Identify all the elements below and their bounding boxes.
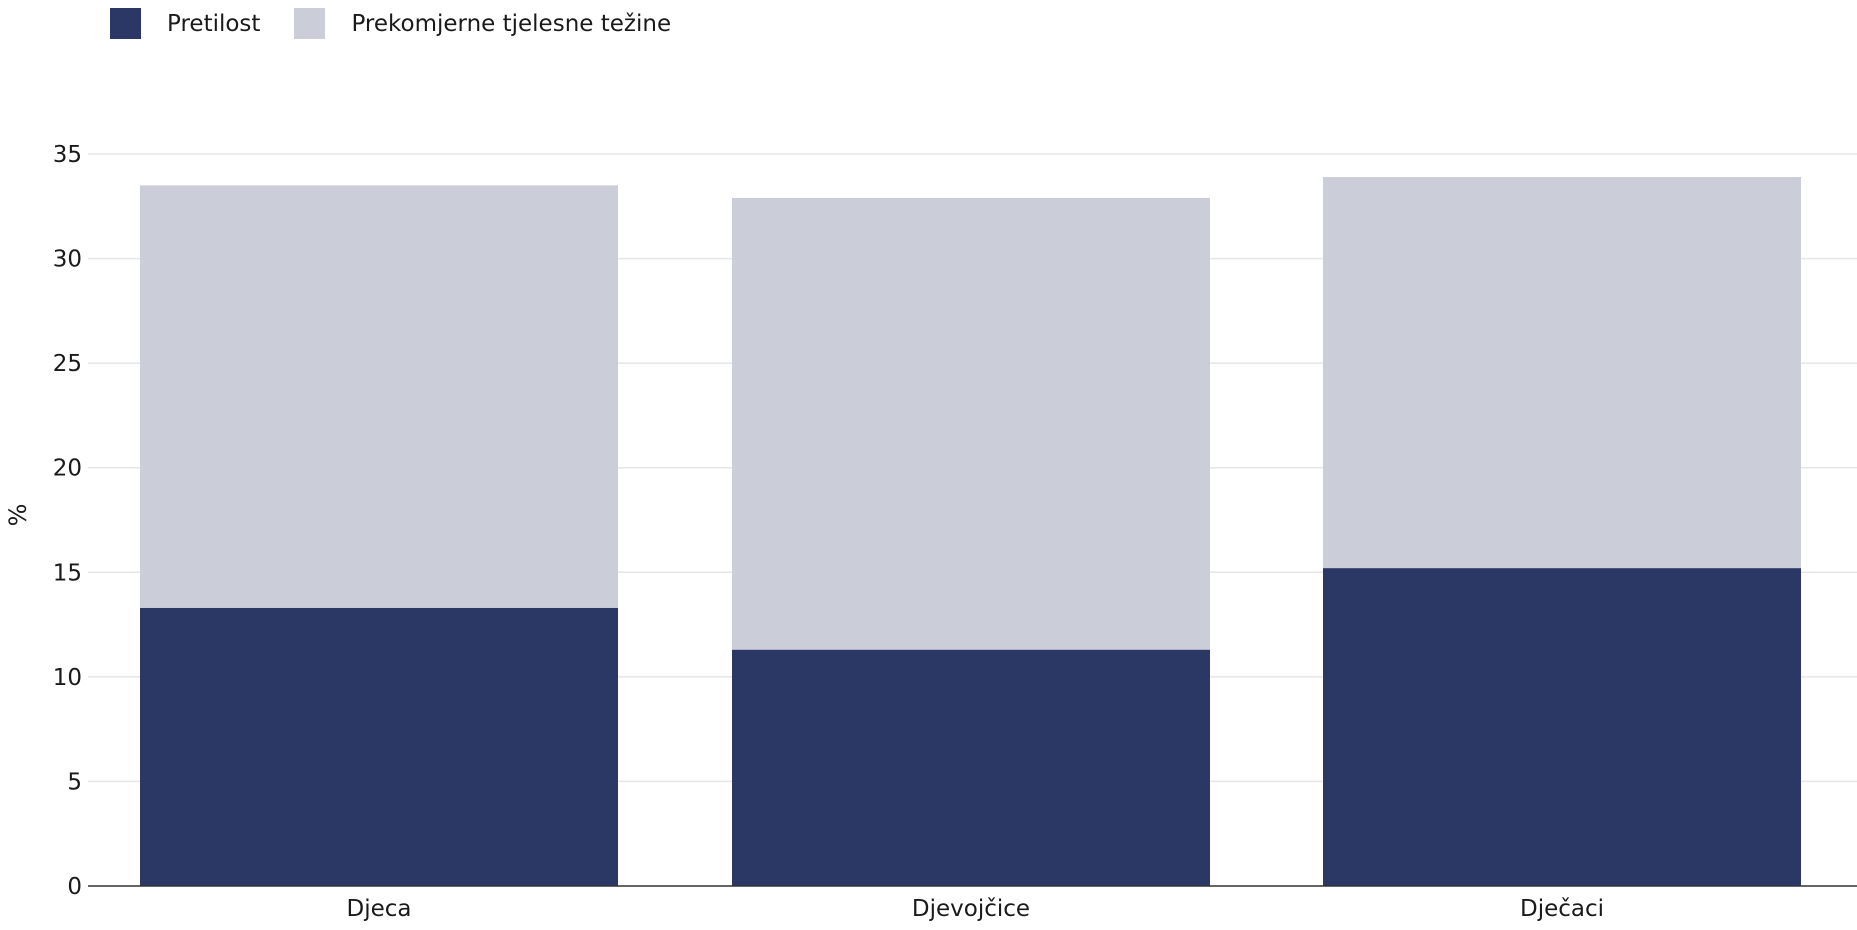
legend-swatch-pretilost — [110, 8, 141, 39]
y-tick-label-35: 35 — [53, 142, 82, 168]
y-tick-label-30: 30 — [53, 247, 82, 273]
bar-dječaci-series-1 — [1323, 568, 1801, 886]
legend-item-pretilost: Pretilost — [110, 8, 260, 39]
bar-djevojčice-series-1 — [732, 649, 1210, 886]
x-tick-label-3: Dječaci — [1520, 896, 1604, 922]
axes: 0 5 10 15 20 25 30 35 Djeca Djevojčice Dječaci — [53, 142, 1857, 922]
legend-swatch-prekomjerne — [294, 8, 326, 39]
legend-label-pretilost: Pretilost — [167, 10, 261, 37]
bars — [140, 177, 1801, 886]
y-tick-label-5: 5 — [67, 769, 82, 795]
y-tick-label-20: 20 — [53, 456, 82, 482]
y-axis-title: % — [4, 504, 32, 527]
x-tick-label-2: Djevojčice — [912, 896, 1030, 922]
legend-label-prekomjerne: Prekomjerne tjelesne težine — [351, 10, 672, 37]
chart-legend: Pretilost Prekomjerne tjelesne težine — [110, 8, 705, 39]
bar-djevojčice-series-2 — [732, 197, 1210, 650]
bar-dječaci-series-2 — [1323, 177, 1801, 569]
y-tick-label-25: 25 — [53, 351, 82, 377]
legend-item-prekomjerne: Prekomjerne tjelesne težine — [294, 8, 671, 39]
y-tick-label-0: 0 — [67, 874, 82, 900]
bar-djeca-series-1 — [140, 607, 618, 886]
y-tick-label-15: 15 — [53, 560, 82, 586]
x-tick-label-1: Djeca — [347, 896, 412, 922]
bar-djeca-series-2 — [140, 185, 618, 608]
y-tick-label-10: 10 — [53, 665, 82, 691]
